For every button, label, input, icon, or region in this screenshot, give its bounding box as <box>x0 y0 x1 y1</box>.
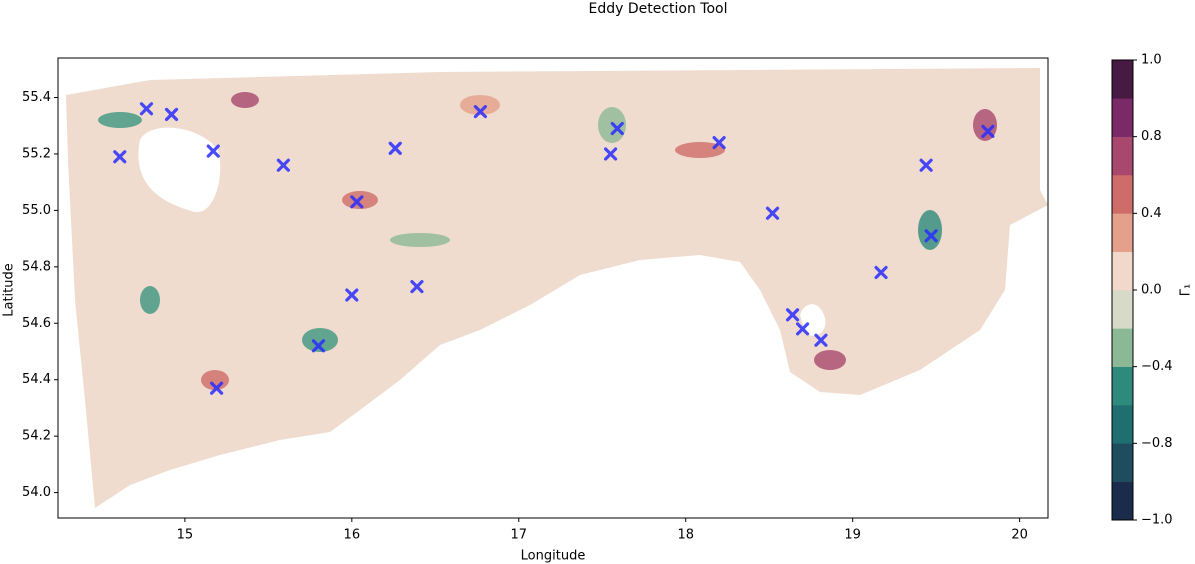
eddy-center <box>795 322 810 336</box>
colorbar-band <box>1112 213 1133 252</box>
eddy-marker-stroke <box>410 279 424 294</box>
colorbar-band <box>1112 443 1133 482</box>
colorbar-tick-label: 1.0 <box>1141 53 1162 68</box>
colorbar-band <box>1112 60 1133 99</box>
y-tick-label: 55.2 <box>22 146 51 161</box>
eddy-center <box>473 105 487 119</box>
eddy-center <box>610 121 624 136</box>
eddy-center <box>814 333 828 347</box>
eddy-center <box>919 158 933 172</box>
colorbar-band <box>1112 328 1133 367</box>
eddy-marker-stroke <box>388 141 402 155</box>
eddy-center <box>206 144 220 158</box>
y-tick-label: 54.6 <box>22 316 51 331</box>
eddy-marker-stroke <box>814 333 828 347</box>
x-tick-label: 16 <box>344 528 361 543</box>
field-blob <box>918 210 942 250</box>
y-tick-label: 54.4 <box>22 372 51 387</box>
colorbar-band <box>1112 405 1133 444</box>
eddy-marker-stroke <box>603 147 618 161</box>
eddy-center <box>765 206 780 220</box>
field-blob <box>390 233 450 247</box>
eddy-marker-stroke <box>164 107 179 122</box>
colorbar-label: Γ₁ <box>1179 284 1194 296</box>
colorbar-band <box>1112 136 1133 176</box>
colorbar-tick-label: 0.0 <box>1141 283 1162 298</box>
eddy-marker-stroke <box>874 265 888 280</box>
field-blob <box>98 112 142 128</box>
colorbar-band <box>1112 98 1133 137</box>
eddy-center <box>164 107 179 122</box>
eddy-center <box>113 150 127 164</box>
plot-frame <box>57 57 1049 519</box>
eddy-marker-stroke <box>113 150 127 164</box>
eddy-marker-stroke <box>765 206 780 220</box>
eddy-marker-stroke <box>610 121 624 136</box>
colorbar-band <box>1112 251 1133 291</box>
domain <box>66 68 1048 508</box>
eddy-marker-stroke <box>350 195 364 209</box>
eddy-marker-stroke <box>210 381 224 395</box>
y-tick-label: 54.0 <box>22 485 51 500</box>
eddy-center <box>350 195 364 209</box>
eddy-marker-stroke <box>785 308 800 322</box>
eddy-center <box>276 158 290 172</box>
x-tick-label: 20 <box>1011 528 1028 543</box>
colorbar-tick-label: −1.0 <box>1141 513 1173 528</box>
colorbar-tick-label: −0.8 <box>1141 436 1173 451</box>
x-tick-label: 18 <box>677 528 694 543</box>
field-blob <box>460 95 500 115</box>
field-blob <box>675 142 725 158</box>
x-tick-label: 17 <box>511 528 528 543</box>
y-tick-label: 54.2 <box>22 429 51 444</box>
eddy-marker-stroke <box>919 158 933 172</box>
colorbar-tick-label: 0.8 <box>1141 129 1162 144</box>
eddy-marker-stroke <box>206 144 220 158</box>
eddy-center <box>603 147 618 161</box>
y-axis-label: Latitude <box>2 263 17 317</box>
eddy-marker-stroke <box>311 339 326 353</box>
colorbar-band <box>1112 366 1133 406</box>
colorbar-tick-label: 0.4 <box>1141 206 1162 221</box>
field-blob <box>140 286 160 314</box>
eddy-center <box>345 288 359 302</box>
eddy-marker-stroke <box>712 136 726 150</box>
eddy-center <box>311 339 326 353</box>
eddy-marker-stroke <box>795 322 810 336</box>
x-tick-label: 19 <box>844 528 861 543</box>
eddy-center <box>139 102 154 116</box>
eddy-marker-stroke <box>924 229 938 243</box>
eddy-center <box>388 141 402 155</box>
eddy-center <box>981 124 995 138</box>
field-blob <box>302 328 338 352</box>
eddy-marker-stroke <box>473 105 487 119</box>
eddy-marker-stroke <box>981 124 995 138</box>
eddy-marker-stroke <box>139 102 154 116</box>
colorbar-band <box>1112 175 1133 214</box>
eddy-center <box>785 308 800 322</box>
eddy-center <box>874 265 888 280</box>
colorbar-band <box>1112 481 1133 521</box>
eddy-center <box>410 279 424 294</box>
x-axis-label: Longitude <box>521 549 586 564</box>
eddy-marker-stroke <box>345 288 359 302</box>
field <box>66 68 1048 508</box>
y-tick-label: 55.4 <box>22 90 51 105</box>
x-tick-label: 15 <box>177 528 194 543</box>
y-tick-label: 55.0 <box>22 203 51 218</box>
field-blob <box>231 92 259 108</box>
eddy-center <box>210 381 224 395</box>
chart-title: Eddy Detection Tool <box>588 1 727 17</box>
eddy-center <box>712 136 726 150</box>
eddy-marker-stroke <box>276 158 290 172</box>
eddy-center <box>924 229 938 243</box>
colorbar-band <box>1112 290 1133 329</box>
field-blob <box>814 350 846 370</box>
y-tick-label: 54.8 <box>22 259 51 274</box>
colorbar-tick-label: −0.4 <box>1141 359 1173 374</box>
